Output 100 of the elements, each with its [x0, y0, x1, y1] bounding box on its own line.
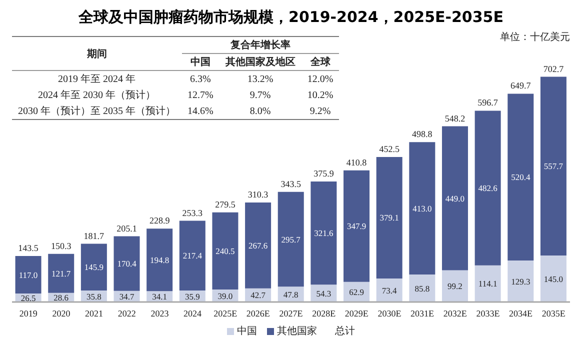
x-tick-label: 2030E	[378, 308, 402, 318]
text: 期间	[86, 48, 107, 60]
bar	[376, 156, 402, 278]
data-label: 26.5	[20, 292, 36, 303]
annotation: 2024 年至 2030 年（预计）	[37, 88, 156, 103]
total-label: 548.2	[444, 113, 466, 124]
bar	[540, 256, 566, 302]
bar	[48, 254, 74, 293]
text: 总计	[335, 324, 355, 338]
bar	[442, 270, 468, 302]
x-tick-label: 2025E	[214, 308, 238, 318]
data-label: 170.4	[117, 258, 138, 269]
data-label: 413.0	[412, 203, 432, 214]
data-label: 35.9	[184, 291, 200, 302]
chart-title: 全球及中国肿瘤药物市场规模，2019-2024，2025E-2035E	[77, 8, 504, 28]
x-tick-label: 2034E	[509, 308, 534, 318]
data-label: 449.0	[445, 193, 465, 204]
bar	[442, 126, 468, 270]
bar	[179, 220, 206, 290]
bar	[245, 202, 272, 288]
data-label: 54.3	[316, 288, 332, 298]
text: 复合年增长率	[230, 40, 290, 51]
x-tick-label: 2032E	[443, 308, 468, 318]
data-label: 240.5	[216, 246, 235, 256]
bar	[212, 212, 238, 290]
total-label: 150.3	[50, 240, 72, 251]
bar	[508, 94, 534, 261]
total-label: 702.7	[543, 64, 564, 74]
total-label: 498.8	[412, 129, 433, 140]
total-label: 310.3	[248, 190, 269, 200]
data-label: 114.1	[478, 278, 498, 289]
data-label: 295.7	[281, 234, 300, 244]
x-tick-label: 2021	[85, 308, 104, 318]
data-label: 520.4	[511, 172, 531, 182]
annotation: 9.2%	[308, 104, 332, 118]
annotation: 12.0%	[306, 72, 334, 86]
x-tick-label: 2022	[118, 308, 136, 318]
data-label: 145.0	[544, 274, 564, 284]
data-label: 34.1	[152, 292, 168, 302]
bar	[409, 274, 436, 302]
data-label: 129.3	[511, 276, 530, 286]
data-label: 217.4	[182, 250, 203, 261]
total-label: 596.7	[478, 98, 498, 108]
data-label: 379.1	[380, 212, 399, 223]
data-label: 117.0	[18, 270, 38, 280]
data-label: 85.8	[414, 283, 430, 294]
data-label: 34.7	[119, 291, 134, 302]
text: 全球	[310, 57, 330, 68]
bar	[278, 192, 304, 287]
annotation: 8.0%	[248, 104, 272, 118]
annotation: 14.6%	[186, 104, 214, 118]
x-tick-label: 2026E	[246, 308, 270, 318]
data-label: 194.8	[150, 254, 170, 265]
total-label: 375.9	[314, 168, 334, 179]
data-label: 347.9	[346, 221, 366, 232]
total-label: 343.5	[280, 178, 302, 189]
legend-label: 其他国家	[276, 324, 317, 338]
text: 中国	[190, 57, 210, 68]
data-label: 28.6	[54, 292, 69, 302]
total-label: 452.5	[379, 144, 400, 154]
data-label: 39.0	[218, 290, 233, 301]
data-label: 62.9	[349, 286, 364, 297]
data-label: 557.7	[544, 161, 564, 172]
data-label: 47.8	[283, 289, 298, 300]
x-tick-label: 2029E	[344, 308, 369, 318]
bar	[376, 278, 402, 302]
data-label: 121.7	[52, 268, 71, 278]
data-label: 267.6	[248, 240, 268, 250]
bar	[344, 170, 370, 282]
bar	[310, 182, 337, 285]
bar	[474, 110, 501, 266]
bar	[540, 76, 566, 256]
bar	[80, 244, 107, 291]
x-tick-label: 2023	[150, 308, 170, 318]
data-label: 42.7	[250, 290, 266, 300]
data-label: 145.9	[84, 262, 104, 272]
total-label: 205.1	[116, 223, 137, 234]
x-tick-label: 2033E	[476, 308, 500, 318]
x-tick-label: 2027E	[279, 308, 304, 318]
annotation: 2030 年（预计）至 2035 年（预计）	[17, 104, 176, 119]
annotation: 10.2%	[306, 88, 334, 102]
bar	[474, 265, 501, 302]
x-tick-label: 2020	[52, 308, 71, 318]
annotation: 2019 年至 2024 年	[57, 73, 136, 87]
total-label: 143.5	[18, 243, 39, 254]
annotation: 12.7%	[186, 88, 214, 102]
total-label: 649.7	[510, 80, 532, 91]
data-label: 99.2	[448, 281, 462, 292]
annotation: 6.3%	[189, 72, 212, 86]
annotation: 9.7%	[248, 88, 272, 102]
x-tick-label: 2019	[19, 308, 38, 318]
total-label: 279.5	[215, 199, 236, 210]
x-tick-label: 2028E	[312, 308, 336, 318]
text: 其他国家及地区	[225, 57, 296, 68]
bar	[15, 256, 42, 294]
text: 单位：十亿美元	[500, 30, 570, 44]
bar	[409, 142, 436, 274]
bar	[114, 236, 140, 291]
legend-label: 中国	[236, 324, 257, 338]
bar	[508, 260, 534, 302]
